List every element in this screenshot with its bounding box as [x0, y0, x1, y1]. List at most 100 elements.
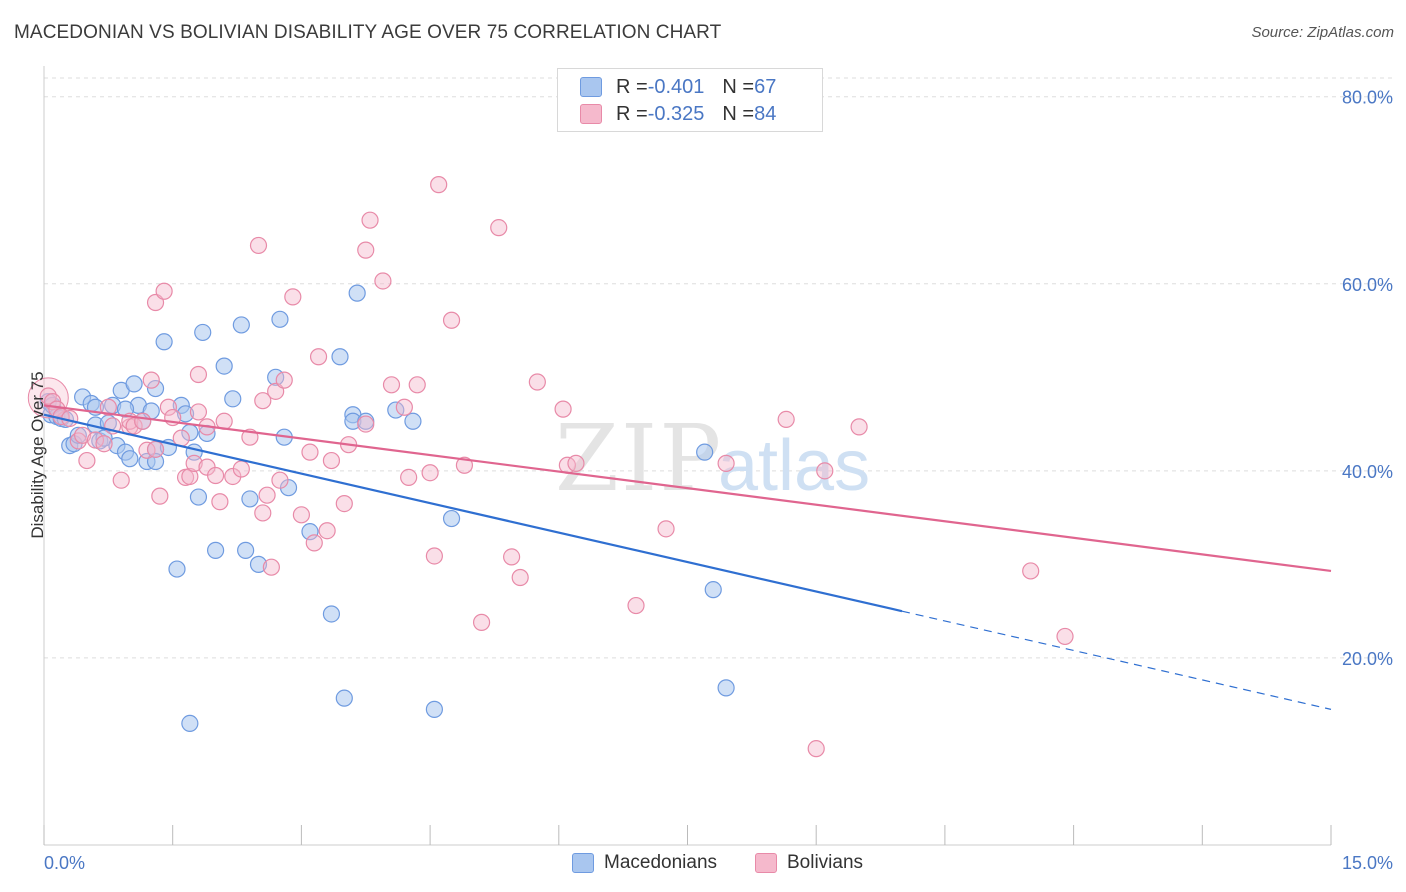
bolivian-point — [374, 272, 392, 290]
macedonian-point — [348, 284, 366, 302]
bolivian-point — [189, 403, 208, 421]
bolivian-point — [717, 454, 735, 472]
correlation-legend: R = -0.401 N = 67 R = -0.325 N = 84 — [557, 68, 823, 132]
y-tick-label: 40.0% — [1342, 462, 1393, 482]
bolivian-point — [99, 398, 117, 416]
macedonian-point — [155, 333, 173, 351]
bolivian-point — [850, 418, 868, 436]
bolivian-point — [271, 471, 289, 489]
macedonian-point — [717, 679, 735, 697]
bolivian-point — [627, 596, 645, 615]
bolivian-point — [472, 613, 491, 631]
bolivian-point — [455, 456, 474, 474]
macedonian-point — [322, 605, 341, 623]
bolivian-point — [490, 219, 508, 237]
macedonian-point — [215, 357, 233, 375]
bolivian-point — [292, 506, 310, 524]
x-tick-label: 15.0% — [1342, 853, 1393, 873]
macedonian-point — [241, 490, 259, 508]
bolivian-point — [284, 288, 302, 306]
macedonian-point — [232, 316, 250, 334]
bolivian-point — [554, 400, 572, 418]
legend-r-label: R = — [616, 102, 648, 125]
macedonian-point — [146, 379, 165, 398]
macedonian-point — [176, 405, 195, 423]
macedonian-point — [237, 541, 255, 559]
legend-swatch-pink — [580, 104, 602, 124]
bolivian-point — [155, 282, 173, 300]
bolivian-point — [511, 568, 529, 587]
legend-row-macedonians: R = -0.401 N = 67 — [580, 74, 776, 100]
bottom-legend-macedonians: Macedonians — [572, 852, 717, 874]
y-tick-label: 80.0% — [1342, 88, 1393, 108]
y-tick-label: 60.0% — [1342, 275, 1393, 295]
bolivian-point — [172, 429, 190, 447]
bottom-legend-label-bolivians: Bolivians — [787, 852, 864, 873]
y-axis-label: Disability Age Over 75 — [28, 371, 47, 539]
gridlines — [44, 77, 1394, 659]
bolivian-point — [112, 471, 130, 489]
macedonian-point — [301, 523, 319, 541]
bolivian-point — [159, 398, 178, 416]
bolivian-point — [189, 365, 208, 384]
bolivian-point — [777, 410, 795, 429]
bolivian-point — [254, 392, 272, 410]
bolivian-point — [361, 211, 379, 229]
macedonian-point — [249, 555, 268, 573]
bolivian-point — [258, 486, 276, 504]
bolivian-point — [301, 443, 319, 461]
macedonian-point — [194, 323, 212, 342]
macedonian-point — [271, 310, 289, 328]
chart-title: MACEDONIAN VS BOLIVIAN DISABILITY AGE OV… — [14, 22, 722, 43]
bolivian-point — [86, 431, 105, 449]
macedonian-point — [335, 689, 353, 707]
legend-r-label: R = — [616, 75, 648, 98]
bolivian-point — [408, 376, 426, 394]
bottom-legend-swatch-blue — [572, 853, 594, 873]
bolivian-point — [442, 311, 461, 329]
bolivian-point — [335, 494, 353, 513]
legend-n-value: 67 — [754, 75, 777, 98]
bolivian-point — [95, 435, 113, 453]
watermark-atlas: atlas — [718, 426, 870, 506]
bolivian-point — [1022, 562, 1040, 580]
legend-r-value: -0.401 — [647, 75, 705, 98]
y-tick-label: 20.0% — [1342, 649, 1393, 669]
legend-n-label: N = — [722, 75, 755, 98]
bolivian-point — [249, 236, 268, 255]
macedonian-point — [425, 700, 443, 718]
bolivian-point — [74, 426, 92, 444]
bolivian-point — [357, 241, 375, 259]
trend-lines — [43, 404, 1332, 710]
macedonian-point — [207, 541, 225, 559]
bolivian-point — [421, 464, 439, 482]
legend-row-bolivians: R = -0.325 N = 84 — [580, 101, 776, 127]
macedonian-point — [189, 488, 208, 506]
macedonian-trend-line — [43, 413, 903, 613]
macedonian-point — [442, 509, 461, 528]
bolivian-point — [142, 371, 160, 389]
source-label: Source: ZipAtlas.com — [1251, 24, 1394, 41]
bolivian-point — [357, 415, 375, 433]
macedonian-point — [224, 390, 242, 408]
bolivian-point — [425, 547, 443, 565]
macedonian-point — [125, 375, 143, 393]
macedonian-point — [168, 560, 186, 578]
bolivian-point — [503, 548, 521, 566]
legend-swatch-blue — [580, 77, 602, 97]
x-tick-label: 0.0% — [44, 853, 85, 873]
bolivian-point — [207, 466, 225, 485]
macedonian-point — [696, 443, 714, 461]
bottom-legend-label-macedonians: Macedonians — [604, 852, 718, 873]
bolivian-point — [211, 493, 229, 511]
macedonian-point — [404, 412, 422, 430]
bolivian-point — [567, 454, 585, 472]
bolivian-point — [134, 412, 152, 430]
bolivian-point — [816, 462, 834, 480]
bolivian-point — [395, 398, 413, 416]
macedonian-point — [181, 714, 199, 733]
macedonian-point — [704, 581, 722, 599]
bolivian-point — [232, 460, 250, 478]
axes — [43, 66, 1332, 846]
